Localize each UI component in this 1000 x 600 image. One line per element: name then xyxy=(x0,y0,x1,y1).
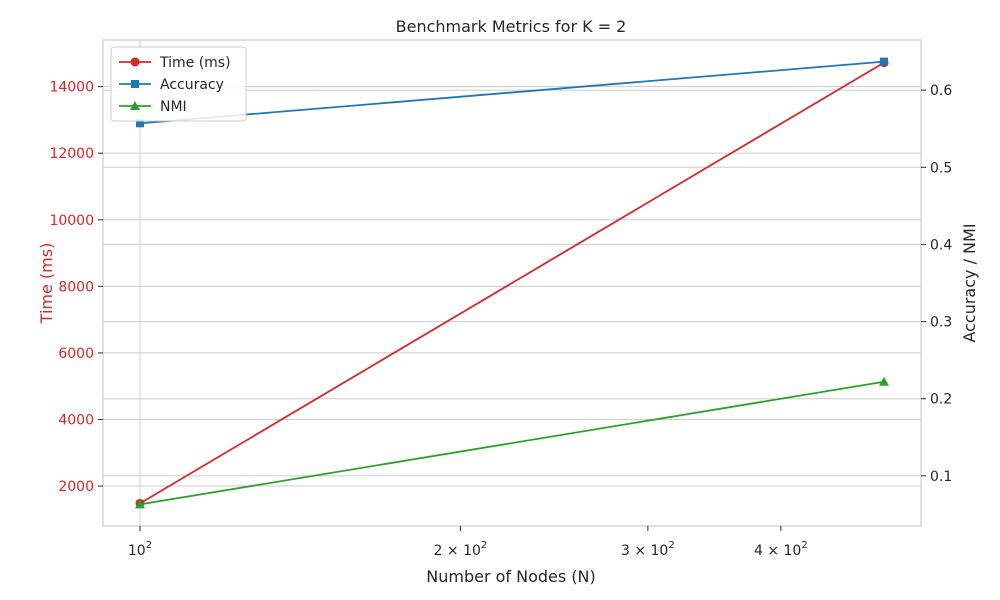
series-nmi xyxy=(135,376,889,509)
series-accuracy xyxy=(136,57,888,128)
y-left-tick-label: 8000 xyxy=(58,279,94,295)
data-point xyxy=(135,499,145,509)
legend-marker xyxy=(131,80,139,88)
series-time-ms xyxy=(135,58,889,508)
x-axis-ticks: 102 2 × 102 3 × 102 4 × 102 xyxy=(128,526,808,559)
series-line xyxy=(139,61,885,505)
legend-marker xyxy=(130,57,140,67)
grid-layer xyxy=(103,40,921,526)
data-point xyxy=(879,376,889,386)
series-layer xyxy=(135,57,889,509)
series-line xyxy=(139,60,885,125)
x-tick-label: 2 × 102 xyxy=(434,540,488,559)
y-left-tick-label: 14000 xyxy=(49,80,94,96)
y-axis-left-ticks: 2000 4000 6000 8000 10000 12000 14000 xyxy=(49,80,103,495)
y-right-tick-label: 0.1 xyxy=(930,469,952,485)
y-left-tick-label: 4000 xyxy=(58,412,94,428)
y-right-tick-label: 0.4 xyxy=(930,237,952,253)
y-left-tick-label: 6000 xyxy=(58,346,94,362)
y-left-tick-label: 12000 xyxy=(49,146,94,162)
x-tick-label: 3 × 102 xyxy=(621,540,675,559)
legend-box xyxy=(110,46,247,122)
y-axis-right-label: Accuracy / NMI xyxy=(960,223,979,342)
legend-marker xyxy=(130,101,140,110)
x-tick-label: 102 xyxy=(128,540,152,559)
series-line xyxy=(139,380,885,506)
y-right-tick-label: 0.3 xyxy=(930,315,952,331)
legend: Time (ms) Accuracy NMI xyxy=(110,46,247,122)
legend-label: Time (ms) xyxy=(159,55,231,71)
y-left-tick-label: 2000 xyxy=(58,479,94,495)
data-point xyxy=(880,57,888,66)
y-left-tick-label: 10000 xyxy=(49,213,94,229)
y-right-tick-label: 0.2 xyxy=(930,392,952,408)
data-point xyxy=(136,119,144,128)
y-axis-right-ticks: 0.1 0.2 0.3 0.4 0.5 0.6 xyxy=(921,83,952,485)
y-axis-left-label: Time (ms) xyxy=(37,243,56,325)
chart-title: Benchmark Metrics for K = 2 xyxy=(396,17,627,36)
y-right-tick-label: 0.5 xyxy=(930,160,952,176)
legend-label: Accuracy xyxy=(160,77,224,93)
plot-area xyxy=(102,39,922,527)
x-axis-label: Number of Nodes (N) xyxy=(426,567,596,586)
y-right-tick-label: 0.6 xyxy=(930,83,952,99)
legend-label: NMI xyxy=(160,99,187,115)
x-tick-label: 4 × 102 xyxy=(754,540,808,559)
